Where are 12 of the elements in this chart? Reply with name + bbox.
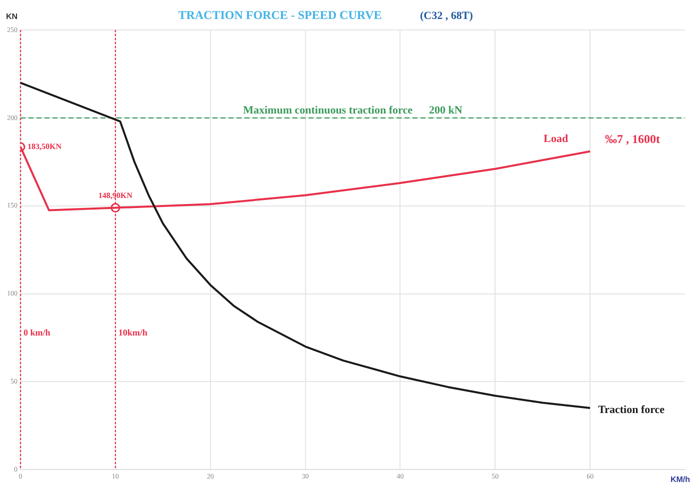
data-label: 148,90KN (98, 190, 133, 200)
ref-line-label: 0 km/h (24, 328, 50, 338)
annotation: ‰7 , 1600t (605, 132, 660, 146)
ref-line-label: 10km/h (118, 328, 148, 338)
data-label: 183,50KN (28, 142, 62, 151)
x-axis-title: KM/h (670, 474, 690, 484)
series-label: Traction force (598, 404, 665, 416)
ref-line-label: Maximum continuous traction force 200 kN (243, 104, 462, 116)
chart-title: TRACTION FORCE - SPEED CURVE (178, 8, 382, 22)
series-label: Load (544, 133, 568, 146)
y-axis-title: KN (6, 12, 18, 22)
chart-subtitle: (C32 , 68T) (420, 10, 474, 22)
